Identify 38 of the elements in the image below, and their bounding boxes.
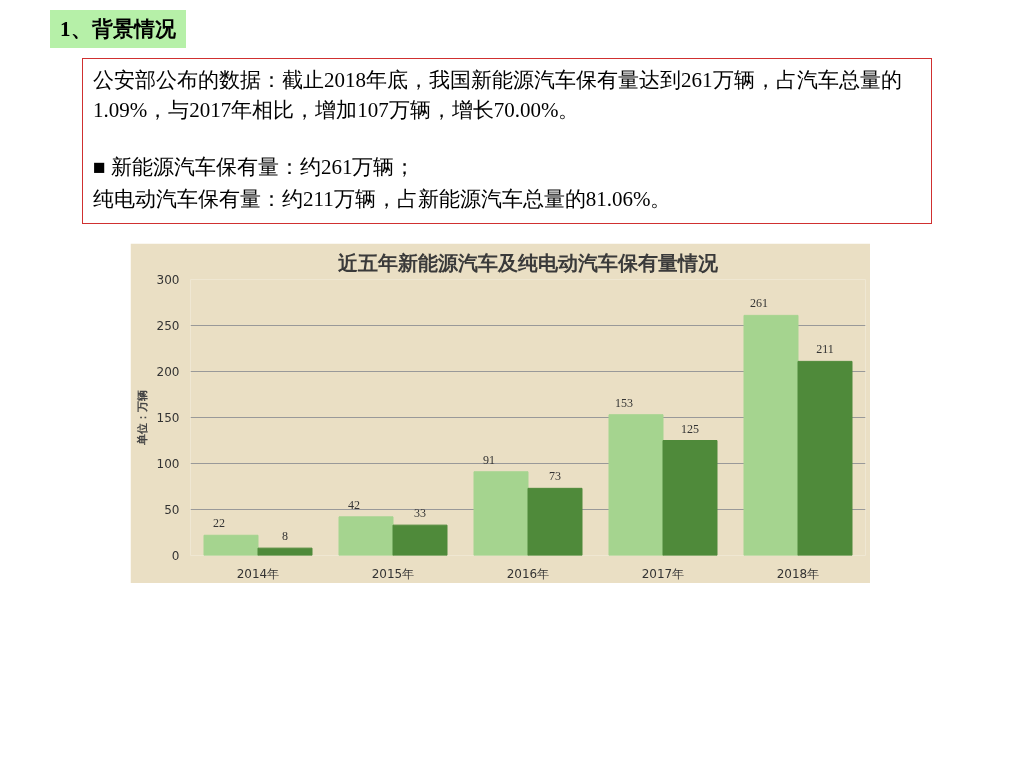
- y-tick-label: 150: [156, 410, 180, 425]
- text: 1、背景情况: [60, 16, 176, 43]
- y-tick-label: 100: [156, 456, 180, 471]
- data-label: 153: [615, 395, 633, 410]
- y-tick-label: 300: [156, 272, 180, 287]
- bar: [257, 547, 313, 556]
- bar: [392, 524, 448, 556]
- x-tick-label: 2018年: [776, 566, 820, 581]
- bar: [608, 413, 664, 556]
- text: ■ 新能源汽车保有量：约261万辆；: [93, 153, 417, 181]
- x-tick-label: 2014年: [236, 566, 280, 581]
- x-tick-label: 2016年: [506, 566, 550, 581]
- data-label: 42: [348, 497, 360, 512]
- data-label: 8: [282, 528, 288, 543]
- y-tick-label: 50: [164, 502, 180, 517]
- data-label: 22: [213, 516, 225, 531]
- bar: [662, 439, 718, 556]
- y-tick-label: 0: [171, 548, 180, 563]
- y-tick-label: 250: [156, 318, 180, 333]
- data-label: 33: [414, 505, 426, 520]
- data-label: 261: [750, 296, 768, 311]
- chart-title: 近五年新能源汽车及纯电动汽车保有量情况: [337, 250, 719, 275]
- y-tick-label: 200: [156, 364, 180, 379]
- data-label: 211: [816, 342, 834, 357]
- data-label: 73: [549, 469, 561, 484]
- text: 纯电动汽车保有量：约211万辆，占新能源汽车总量的81.06%。: [93, 186, 673, 214]
- bar: [203, 534, 259, 556]
- x-tick-label: 2017年: [641, 566, 685, 581]
- y-axis-title: 单位：万辆: [135, 389, 149, 446]
- bar: [338, 516, 394, 556]
- data-label: 91: [483, 452, 495, 467]
- data-label: 125: [681, 421, 699, 436]
- bar: [797, 360, 853, 556]
- x-tick-label: 2015年: [371, 566, 415, 581]
- bar: [527, 487, 583, 556]
- bar: [473, 471, 529, 556]
- bar: [743, 314, 799, 556]
- text: 公安部公布的数据：截止2018年底，我国新能源汽车保有量达到261万辆，占汽车总量的1.09%，与2017年相比，增加107万辆，增长70.00%。: [93, 67, 903, 125]
